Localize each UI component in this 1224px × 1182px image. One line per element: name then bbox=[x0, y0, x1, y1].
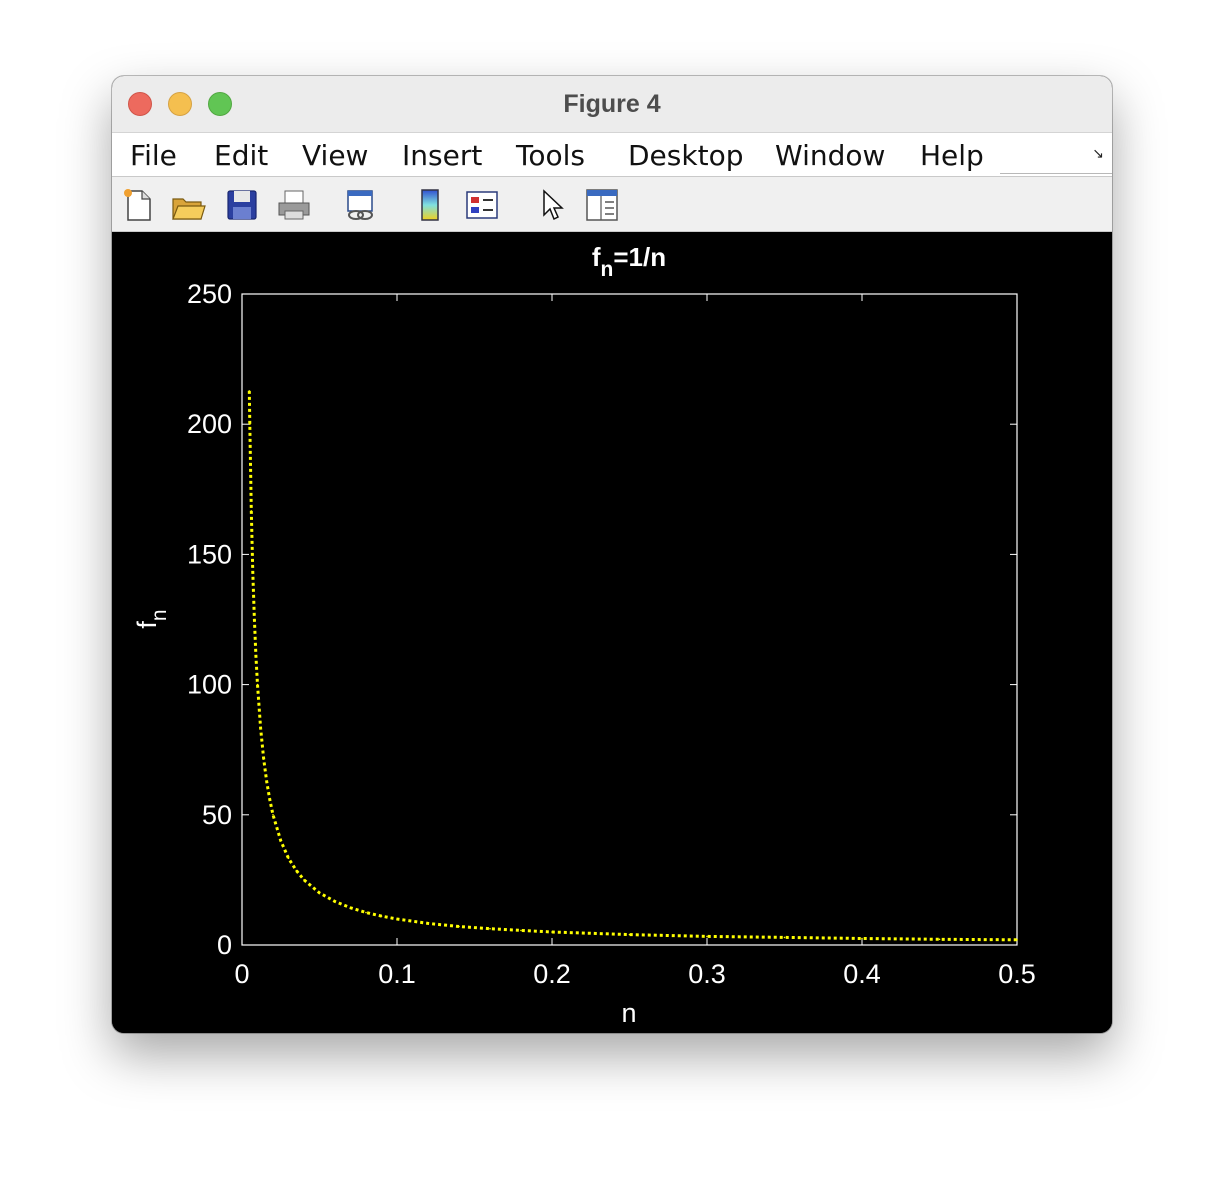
axes-box bbox=[241, 293, 1018, 946]
menu-file[interactable]: File bbox=[130, 139, 177, 172]
data-point-16 bbox=[318, 892, 321, 894]
menu-divider bbox=[1000, 173, 1112, 174]
x-tick-label-5: 0.5 bbox=[998, 959, 1036, 989]
data-point-26 bbox=[551, 931, 553, 933]
data-point-15 bbox=[303, 879, 305, 881]
chart-title-sub: n bbox=[601, 258, 614, 281]
y-tick-label-3: 150 bbox=[187, 539, 232, 569]
data-point-12 bbox=[280, 840, 282, 842]
data-point-32 bbox=[1016, 939, 1018, 941]
y-tick-label-5: 250 bbox=[187, 279, 232, 309]
plot-area: fn=1/n 0 0.1 0.2 0.3 0.4 0.5 0 50 100 150 200 250 n… bbox=[112, 232, 1112, 1033]
y-axis-label: fn bbox=[132, 609, 171, 628]
menu-view[interactable]: View bbox=[302, 139, 369, 172]
data-point-4 bbox=[253, 618, 256, 621]
menu-insert[interactable]: Insert bbox=[402, 139, 483, 172]
property-editor-icon[interactable] bbox=[584, 187, 620, 223]
print-icon[interactable] bbox=[276, 187, 312, 223]
window-title: Figure 4 bbox=[563, 90, 661, 118]
y-tick-label-4: 200 bbox=[187, 409, 232, 439]
data-point-28 bbox=[706, 935, 708, 938]
close-window-button[interactable] bbox=[128, 92, 152, 116]
data-point-21 bbox=[396, 918, 398, 920]
y-tick-label-0: 0 bbox=[217, 930, 232, 960]
new-figure-icon[interactable] bbox=[120, 187, 156, 223]
dock-arrow-icon[interactable]: ↘ bbox=[1092, 145, 1104, 161]
data-point-14 bbox=[295, 869, 298, 872]
save-icon[interactable] bbox=[224, 187, 260, 223]
series-line bbox=[247, 390, 1018, 942]
menu-edit[interactable]: Edit bbox=[214, 139, 269, 172]
data-point-27 bbox=[628, 933, 631, 936]
data-point-24 bbox=[489, 927, 491, 930]
data-point-29 bbox=[783, 936, 786, 939]
title-bar[interactable]: Figure 4 bbox=[112, 76, 1112, 132]
data-point-23 bbox=[458, 925, 460, 928]
toolbar bbox=[112, 176, 1112, 232]
data-point-10 bbox=[269, 799, 271, 801]
y-tick-label-1: 50 bbox=[202, 800, 232, 830]
y-axis-label-sub: n bbox=[148, 609, 171, 621]
figure-window: Figure 4 File Edit View Insert Tools Des… bbox=[112, 76, 1112, 1033]
minimize-window-button[interactable] bbox=[168, 92, 192, 116]
zoom-window-button[interactable] bbox=[208, 92, 232, 116]
menu-help[interactable]: Help bbox=[920, 139, 984, 172]
data-point-0 bbox=[248, 390, 251, 392]
data-point-6 bbox=[256, 683, 259, 686]
data-series bbox=[247, 390, 1018, 942]
data-point-30 bbox=[861, 937, 863, 940]
data-point-18 bbox=[349, 907, 352, 909]
data-point-3 bbox=[252, 572, 254, 574]
axis-ticks: 0 0.1 0.2 0.3 0.4 0.5 0 50 100 150 200 250 bbox=[187, 279, 1036, 989]
menu-window[interactable]: Window bbox=[775, 139, 886, 172]
data-point-9 bbox=[266, 781, 268, 784]
x-tick-label-0: 0 bbox=[234, 959, 249, 989]
y-axis-label-base: f bbox=[132, 621, 162, 629]
data-point-19 bbox=[365, 911, 367, 914]
data-point-7 bbox=[259, 727, 262, 729]
data-point-2 bbox=[250, 510, 253, 512]
chart-title: fn=1/n bbox=[592, 242, 666, 281]
colorbar-icon[interactable] bbox=[412, 187, 448, 223]
data-point-13 bbox=[287, 857, 290, 860]
data-point-5 bbox=[255, 654, 257, 657]
chart-title-rest: =1/n bbox=[613, 242, 666, 272]
data-point-17 bbox=[334, 900, 336, 903]
x-axis-label: n bbox=[621, 998, 636, 1028]
data-point-1 bbox=[249, 423, 251, 425]
data-point-25 bbox=[520, 929, 522, 932]
x-tick-label-3: 0.3 bbox=[688, 959, 726, 989]
menu-bar: File Edit View Insert Tools Desktop Wind… bbox=[112, 132, 1112, 177]
x-tick-label-1: 0.1 bbox=[378, 959, 416, 989]
data-point-22 bbox=[427, 922, 429, 925]
data-point-31 bbox=[938, 938, 941, 941]
pointer-icon[interactable] bbox=[534, 187, 570, 223]
menu-desktop[interactable]: Desktop bbox=[628, 139, 744, 172]
x-tick-label-4: 0.4 bbox=[843, 959, 881, 989]
x-tick-label-2: 0.2 bbox=[533, 959, 571, 989]
chart-title-base: f bbox=[592, 242, 601, 272]
y-tick-label-2: 100 bbox=[187, 670, 232, 700]
data-point-20 bbox=[380, 915, 383, 917]
data-point-8 bbox=[262, 758, 265, 760]
link-plot-icon[interactable] bbox=[342, 187, 378, 223]
menu-tools[interactable]: Tools bbox=[516, 139, 585, 172]
data-point-11 bbox=[272, 814, 274, 816]
legend-icon[interactable] bbox=[464, 187, 500, 223]
open-file-icon[interactable] bbox=[170, 187, 206, 223]
